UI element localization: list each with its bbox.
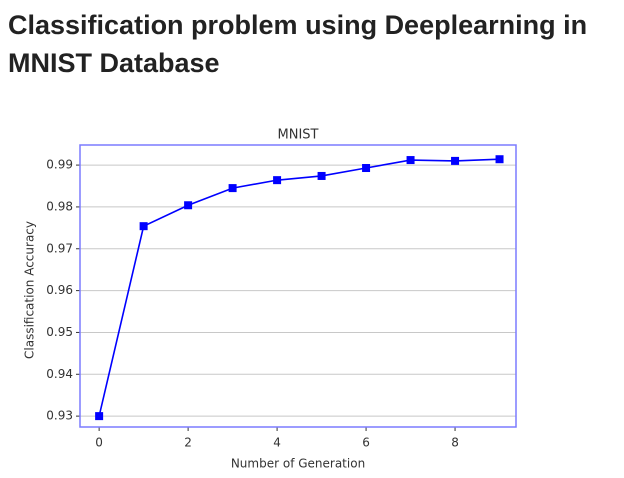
data-line	[98, 158, 500, 417]
data-point	[317, 171, 326, 180]
page-title: Classification problem using Deeplearnin…	[8, 10, 588, 78]
y-axis-label: Classification Accuracy	[23, 221, 37, 359]
y-tick-label: 0.96	[46, 283, 73, 297]
data-point	[139, 222, 148, 231]
y-tick-label: 0.98	[46, 199, 73, 213]
y-tick-label: 0.95	[46, 325, 73, 339]
y-tick-label: 0.93	[46, 409, 73, 423]
data-point	[451, 156, 460, 165]
data-point	[184, 201, 193, 210]
x-tick-label: 0	[95, 436, 103, 450]
data-point	[273, 176, 282, 185]
x-tick-label: 2	[184, 436, 192, 450]
x-axis-label: Number of Generation	[231, 457, 365, 471]
y-tick-label: 0.94	[46, 367, 73, 381]
plot-frame	[79, 144, 517, 428]
data-point	[406, 156, 415, 165]
data-point	[495, 155, 504, 164]
y-tick-label: 0.97	[46, 241, 73, 255]
x-tick-label: 4	[273, 436, 281, 450]
data-point	[95, 412, 104, 421]
y-tick-label: 0.99	[46, 158, 73, 172]
data-point	[362, 164, 371, 173]
x-tick-label: 8	[451, 436, 459, 450]
x-tick-label: 6	[362, 436, 370, 450]
data-point	[228, 184, 237, 193]
chart-title: MNIST	[278, 128, 319, 143]
